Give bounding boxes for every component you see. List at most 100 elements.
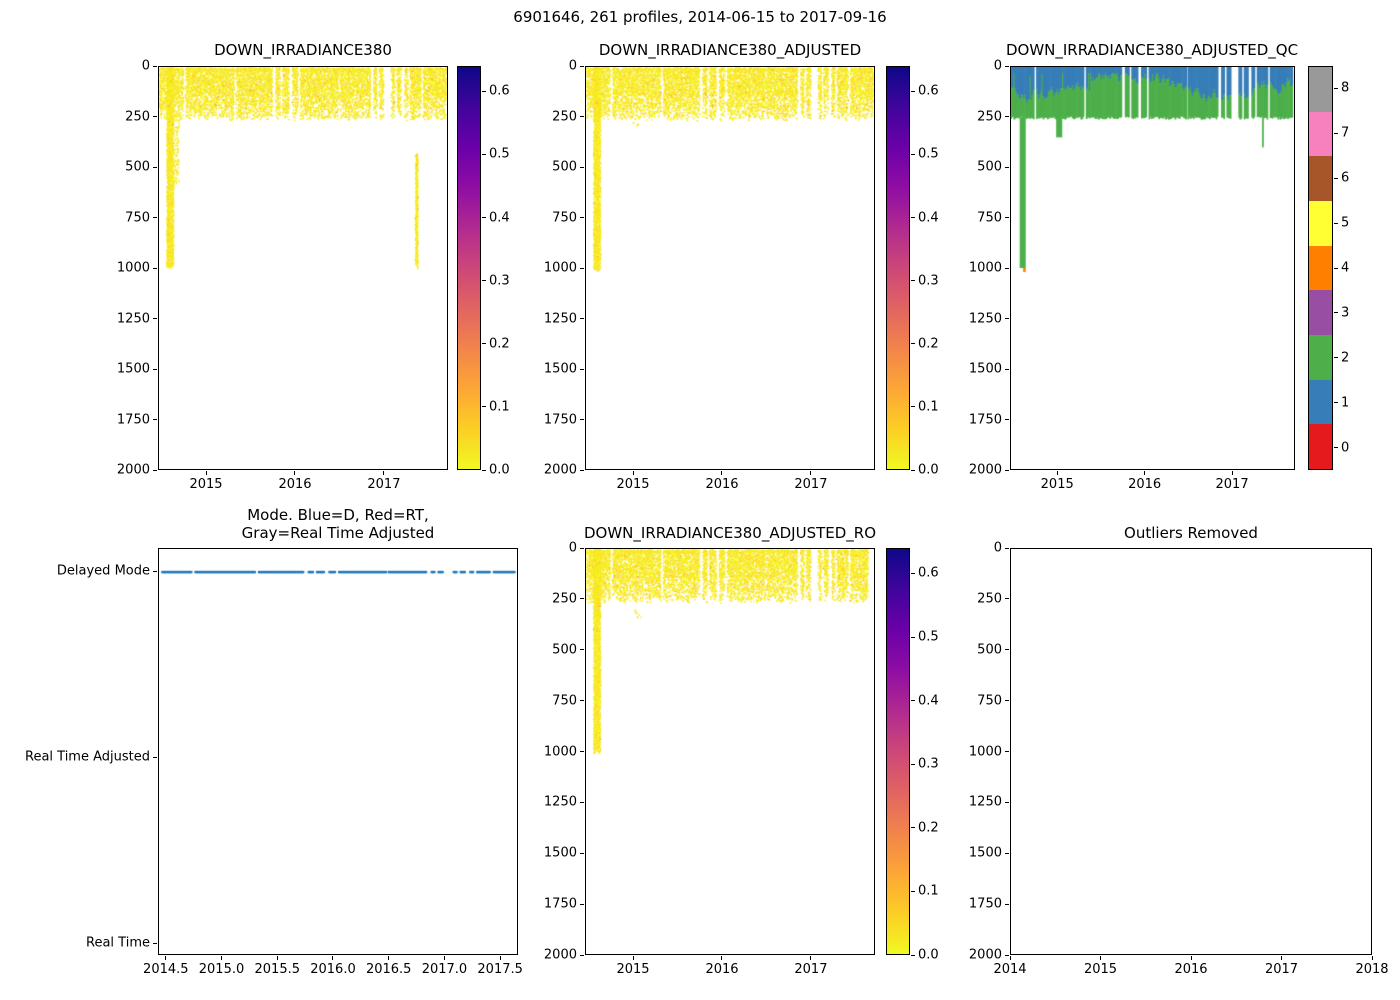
y-tick-label: 250: [125, 109, 150, 124]
colorbar-tick-mark: [482, 343, 486, 345]
colorbar-tick-label: 4: [1341, 260, 1350, 276]
figure-suptitle: 6901646, 261 profiles, 2014-06-15 to 201…: [513, 8, 887, 26]
colorbar-tick-label: 0: [1341, 440, 1350, 456]
y-tick-label: 1000: [543, 260, 577, 276]
colorbar-tick-label: 0.0: [918, 947, 939, 963]
colorbar-tick-label: 0.2: [918, 820, 939, 836]
colorbar-adj: [886, 66, 910, 470]
y-tick-mark: [580, 217, 584, 218]
panel-title-down-irradiance380-adjusted-ro: DOWN_IRRADIANCE380_ADJUSTED_RO: [583, 524, 877, 542]
colorbar-tick-label: 2: [1341, 350, 1350, 366]
colorbar-tick-label: 0.1: [918, 399, 939, 415]
x-tick-mark: [1371, 956, 1373, 960]
y-tick-label: 1250: [116, 311, 150, 326]
y-category-label: Real Time Adjusted: [25, 749, 150, 765]
panel-title-down-irradiance380: DOWN_IRRADIANCE380: [214, 41, 392, 59]
colorbar-tick-label: 0.3: [918, 756, 939, 772]
y-tick-label: 1000: [968, 744, 1002, 759]
y-tick-mark: [580, 852, 584, 854]
y-tick-label: 250: [552, 591, 577, 607]
panel-title-mode: Mode. Blue=D, Red=RT, Gray=Real Time Adj…: [242, 506, 435, 542]
x-tick-mark: [499, 956, 501, 960]
colorbar-tick-mark: [911, 763, 915, 765]
colorbar-tick-label: 0.6: [918, 83, 939, 99]
scatter-canvas-down-irradiance380-adjusted: [586, 67, 874, 469]
colorbar-tick-label: 0.0: [489, 462, 510, 478]
y-tick-label: 1500: [968, 361, 1002, 377]
y-tick-mark: [580, 954, 584, 956]
colorbar-tick-mark: [911, 469, 915, 471]
y-tick-label: 2000: [543, 947, 577, 963]
colorbar-tick-mark: [482, 280, 486, 282]
colorbar-tick-mark: [1334, 177, 1338, 179]
colorbar-ro: [886, 548, 910, 955]
y-tick-label: 250: [552, 109, 577, 124]
scatter-canvas-outliers-removed: [1011, 549, 1371, 954]
y-tick-mark: [1005, 649, 1009, 651]
y-tick-mark: [580, 267, 584, 269]
mode-title-line-2: Gray=Real Time Adjusted: [241, 524, 435, 542]
colorbar-tick-mark: [1334, 402, 1338, 404]
x-tick-mark: [1009, 956, 1011, 960]
colorbar-tick-mark: [1334, 87, 1338, 89]
x-tick-label: 2018: [1355, 962, 1389, 977]
y-tick-mark: [580, 469, 584, 471]
x-tick-label: 2016: [278, 477, 312, 492]
qc-colorbar-segment-6: [1309, 156, 1332, 201]
colorbar-tick-mark: [1334, 447, 1338, 449]
x-tick-label: 2017: [794, 477, 828, 492]
mode-title-line-1: Mode. Blue=D, Red=RT,: [247, 506, 429, 524]
y-tick-mark: [153, 217, 157, 218]
y-tick-label: 1750: [543, 896, 577, 912]
x-tick-label: 2016: [705, 477, 739, 492]
y-tick-label: 2000: [968, 947, 1002, 963]
colorbar-irr: [457, 66, 481, 470]
y-tick-mark: [153, 116, 157, 117]
y-tick-mark: [1005, 801, 1009, 803]
y-tick-mark: [580, 751, 584, 752]
colorbar-tick-label: 0.0: [918, 462, 939, 478]
colorbar-tick-label: 0.3: [918, 273, 939, 289]
y-tick-label: 1750: [543, 412, 577, 427]
x-tick-mark: [1190, 956, 1192, 960]
colorbar-tick-mark: [911, 890, 915, 892]
scatter-canvas-down-irradiance380-adjusted-ro: [586, 549, 874, 954]
qc-colorbar-segment-4: [1309, 245, 1332, 291]
y-tick-label: 1250: [968, 794, 1002, 810]
x-tick-label: 2015: [189, 477, 223, 492]
colorbar-tick-label: 0.3: [489, 273, 510, 289]
y-tick-mark: [1005, 419, 1009, 420]
plot-area-down-irradiance380-adjusted-qc: [1010, 66, 1295, 470]
qc-colorbar-segment-1: [1309, 379, 1332, 425]
x-tick-mark: [276, 956, 278, 960]
colorbar-tick-mark: [482, 90, 486, 92]
colorbar-tick-label: 1: [1341, 395, 1350, 411]
x-tick-mark: [721, 471, 723, 475]
x-tick-label: 2015.0: [198, 962, 245, 977]
x-tick-label: 2016: [1128, 477, 1162, 492]
scatter-canvas-down-irradiance380: [159, 67, 447, 469]
colorbar-tick-mark: [1334, 357, 1338, 359]
colorbar-tick-label: 0.5: [489, 146, 510, 162]
x-tick-label: 2015: [616, 477, 650, 492]
y-tick-mark: [1005, 954, 1009, 956]
y-tick-mark: [153, 368, 157, 370]
y-category-label: Delayed Mode: [56, 563, 150, 579]
y-tick-label: 2000: [116, 462, 150, 478]
y-tick-label: 750: [552, 210, 577, 225]
colorbar-tick-mark: [911, 827, 915, 829]
colorbar-tick-label: 0.5: [918, 629, 939, 645]
y-tick-label: 0: [993, 540, 1002, 556]
colorbar-tick-label: 5: [1341, 215, 1350, 231]
colorbar-tick-mark: [911, 280, 915, 282]
y-tick-label: 500: [125, 159, 150, 175]
x-tick-label: 2016: [1174, 962, 1208, 977]
x-tick-mark: [721, 956, 723, 960]
colorbar-tick-mark: [1334, 222, 1338, 224]
y-tick-mark: [1005, 469, 1009, 471]
plot-area-down-irradiance380: [158, 66, 448, 470]
y-tick-label: 1500: [543, 845, 577, 861]
y-tick-mark: [580, 801, 584, 803]
qc-colorbar-segment-5: [1309, 200, 1332, 246]
y-tick-mark: [580, 368, 584, 370]
